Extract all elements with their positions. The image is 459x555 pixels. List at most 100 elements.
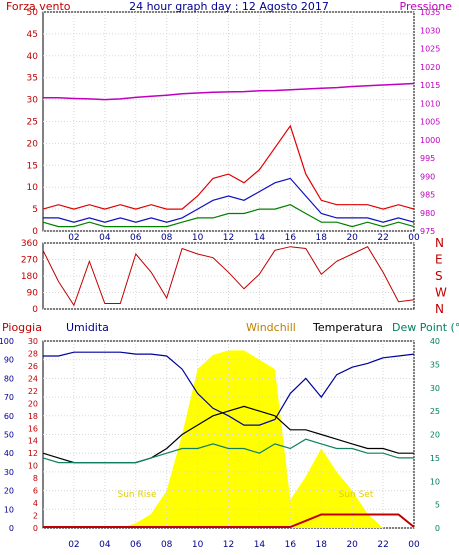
time-tick-label: 00 [408,233,420,243]
compass-label: N [435,236,444,250]
pressure-tick-label: 990 [420,172,435,181]
humidity-tick-label: 10 [4,505,14,514]
time-ticks-bottom: 02 04 06 08 10 12 14 16 18 20 22 00 [68,540,420,550]
temperature-tick-label: 25 [430,407,440,416]
wind-series-line [42,124,415,210]
wind-direction-line [42,246,415,307]
wind-tick-label: 10 [27,183,39,193]
temperature-tick-label: 35 [430,360,440,369]
humidity-temperature-grid [43,340,415,529]
humidity-tick-label: 60 [4,412,14,421]
rain-tick-label: 2 [33,512,38,521]
pressure-axis-label: Pressione [400,0,453,13]
time-ticks-top: 02 04 06 08 10 12 14 16 18 20 22 00 [68,233,420,243]
pressure-tick-label: 1030 [420,26,440,35]
wind-tick-label: 0 [32,227,38,237]
temperature-tick-label: 10 [430,477,440,486]
wind-ticks: 0 5 10 15 20 25 30 35 40 45 50 [27,8,39,237]
temperature-tick-label: 15 [430,454,440,463]
time-tick-label: 16 [285,233,297,243]
direction-degree-ticks: 0 90 180 270 360 [21,239,38,315]
direction-tick-label: 270 [21,256,38,266]
humidity-tick-label: 50 [4,431,14,440]
rain-tick-label: 26 [28,362,38,371]
rain-tick-label: 18 [28,412,38,421]
humidity-tick-label: 0 [9,524,14,533]
time-tick-label: 08 [161,540,173,550]
rain-tick-label: 22 [28,387,38,396]
gust-series-line [43,177,415,223]
wind-tick-label: 35 [27,74,38,84]
humidity-tick-label: 80 [4,374,14,383]
wind-tick-label: 40 [27,52,39,62]
rain-axis-label: Pioggia [2,321,42,334]
temperature-tick-label: 20 [430,431,440,440]
wind_avg-series-line [42,204,415,228]
temperature-tick-label: 40 [430,337,440,346]
pressure-tick-label: 1000 [420,136,440,145]
wind-pressure-grid [43,11,415,232]
humidity-tick-label: 100 [0,337,14,346]
solar-radiation-area [43,350,414,528]
rain-tick-label: 14 [28,437,38,446]
compass-label: N [435,302,444,316]
rain-tick-label: 28 [28,349,38,358]
time-tick-label: 14 [254,540,266,550]
time-tick-label: 10 [192,233,204,243]
compass-label: S [435,269,443,283]
pressure-tick-label: 1035 [420,8,440,17]
rain-tick-label: 10 [28,462,38,471]
rain-tick-label: 20 [28,399,38,408]
time-tick-label: 08 [161,233,173,243]
wind-tick-label: 50 [27,8,39,18]
pressure-tick-label: 1015 [420,81,440,90]
temperature-tick-label: 0 [435,524,440,533]
humidity-tick-label: 90 [4,356,14,365]
wind-direction-series [42,246,415,307]
compass-label: W [435,286,447,300]
rain-tick-label: 6 [33,487,38,496]
time-tick-label: 16 [285,540,297,550]
pressure-series-line [43,82,415,101]
wind-axis-label: Forza vento [6,0,71,13]
time-tick-label: 06 [130,233,142,243]
time-tick-label: 18 [316,233,328,243]
time-tick-label: 12 [223,233,234,243]
humidity-tick-label: 70 [4,393,14,402]
time-tick-label: 20 [346,540,358,550]
pressure-tick-label: 1020 [420,63,440,72]
solar-area [43,350,414,528]
humidity-tick-label: 30 [4,468,14,477]
direction-tick-label: 0 [32,305,38,315]
time-tick-label: 04 [99,540,111,550]
rain-tick-label: 4 [33,499,38,508]
chart-title: 24 hour graph day : 12 Agosto 2017 [129,0,329,13]
wind-tick-label: 30 [27,96,39,106]
time-tick-label: 00 [408,540,420,550]
time-tick-label: 22 [377,540,388,550]
direction-tick-label: 360 [21,239,38,249]
time-tick-label: 06 [130,540,142,550]
temperature-tick-label: 30 [430,384,440,393]
dewpoint-series-line [42,438,414,464]
sunrise-annotation: Sun Rise [118,490,157,500]
pressure-tick-label: 1010 [420,99,440,108]
wind-tick-label: 15 [27,161,38,171]
pressure-tick-label: 985 [420,191,435,200]
humidity-axis-label: Umidita [66,321,109,334]
wind-tick-label: 45 [27,30,38,40]
rain-series-line [43,513,415,528]
time-tick-label: 04 [99,233,111,243]
rain-tick-label: 24 [28,374,38,383]
temperature-tick-label: 5 [435,501,440,510]
sunset-annotation: Sun Set [339,490,374,500]
pressure-tick-label: 995 [420,154,435,163]
rain-tick-label: 16 [28,424,38,433]
windchill-label: Windchill [246,321,296,334]
time-tick-label: 18 [316,540,328,550]
wind-pressure-series [42,82,415,228]
pressure-tick-label: 980 [420,209,435,218]
time-tick-label: 02 [68,233,79,243]
